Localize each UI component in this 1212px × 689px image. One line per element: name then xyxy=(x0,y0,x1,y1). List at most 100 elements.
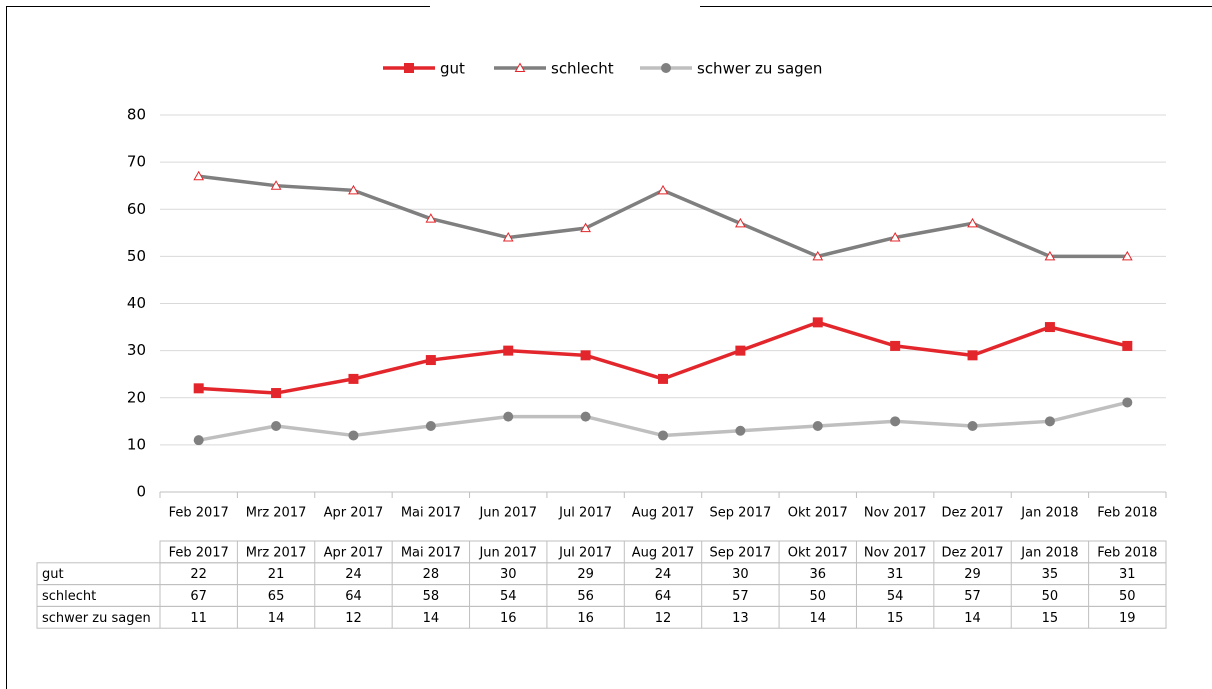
table-header: Mrz 2017 xyxy=(246,545,307,560)
table-cell: 50 xyxy=(1042,589,1059,604)
y-tick-label: 60 xyxy=(127,200,146,218)
marker xyxy=(580,350,591,361)
table-cell: 30 xyxy=(500,567,517,582)
legend-marker xyxy=(514,62,526,72)
table-cell: 12 xyxy=(345,611,362,626)
marker xyxy=(348,184,359,195)
table-cell: 21 xyxy=(268,567,285,582)
marker xyxy=(889,232,901,242)
marker xyxy=(967,421,978,432)
table-header: Nov 2017 xyxy=(864,545,927,560)
marker xyxy=(425,421,436,432)
table-row-label: schwer zu sagen xyxy=(42,611,151,626)
table-row-border xyxy=(36,605,1167,629)
legend-marker xyxy=(661,63,671,73)
table-row-label: schlecht xyxy=(42,589,96,604)
table-cell: 56 xyxy=(577,589,594,604)
marker xyxy=(1122,397,1133,408)
table-cell: 12 xyxy=(655,611,672,626)
table-cell: 16 xyxy=(500,611,517,626)
table-cell: 14 xyxy=(809,611,826,626)
marker xyxy=(425,355,436,366)
marker xyxy=(658,373,668,384)
y-tick-label: 80 xyxy=(127,106,146,124)
x-tick-label: Feb 2018 xyxy=(1097,506,1157,521)
table-cell: 57 xyxy=(732,589,749,604)
table-header: Jun 2017 xyxy=(478,545,537,560)
table-cell: 30 xyxy=(732,567,749,582)
table-cell: 31 xyxy=(887,567,904,582)
table-cell: 24 xyxy=(655,567,672,582)
table-cell: 11 xyxy=(190,611,207,626)
table-header: Okt 2017 xyxy=(788,545,848,560)
table-cell: 13 xyxy=(732,611,749,626)
table-cell: 67 xyxy=(190,589,207,604)
table-cell: 35 xyxy=(1042,567,1059,582)
x-tick-label: Feb 2017 xyxy=(169,506,229,521)
marker xyxy=(1121,250,1133,261)
x-tick-label: Aug 2017 xyxy=(632,506,695,521)
x-tick-label: Mai 2017 xyxy=(401,506,461,521)
marker xyxy=(502,232,514,242)
table-cell: 54 xyxy=(887,589,904,604)
table-header: Feb 2017 xyxy=(169,545,229,560)
table-cell: 31 xyxy=(1119,567,1136,582)
table-header: Feb 2018 xyxy=(1097,545,1157,560)
table-cell: 22 xyxy=(190,567,207,582)
table-cell: 14 xyxy=(268,611,285,626)
table-cell: 16 xyxy=(577,611,594,626)
marker xyxy=(271,421,282,432)
marker xyxy=(735,345,746,356)
marker xyxy=(658,430,668,441)
table-header: Dez 2017 xyxy=(942,545,1004,560)
marker xyxy=(580,222,591,233)
table-cell: 58 xyxy=(423,589,440,604)
table-cell: 15 xyxy=(887,611,904,626)
marker xyxy=(812,317,823,328)
marker xyxy=(1044,322,1055,333)
marker xyxy=(1044,416,1055,427)
x-tick-label: Sep 2017 xyxy=(710,506,772,521)
x-tick-label: Apr 2017 xyxy=(324,506,384,521)
table-cell: 64 xyxy=(345,589,362,604)
marker xyxy=(890,416,901,427)
table-cell: 57 xyxy=(964,589,981,604)
x-tick-label: Jan 2018 xyxy=(1020,506,1078,521)
table-cell: 50 xyxy=(809,589,826,604)
marker xyxy=(193,435,204,446)
frame xyxy=(6,6,1212,689)
marker xyxy=(193,170,205,181)
table-cell: 36 xyxy=(809,567,826,582)
table-cell: 29 xyxy=(577,567,594,582)
y-tick-label: 10 xyxy=(127,435,146,453)
marker xyxy=(1122,340,1133,351)
table-cell: 28 xyxy=(423,567,440,582)
table-cell: 15 xyxy=(1042,611,1059,626)
table-header: Jul 2017 xyxy=(558,545,612,560)
x-tick-label: Dez 2017 xyxy=(942,506,1004,521)
table-cell: 29 xyxy=(964,567,981,582)
marker xyxy=(503,411,514,422)
y-tick-label: 20 xyxy=(127,388,146,406)
marker xyxy=(735,425,746,436)
table-cell: 50 xyxy=(1119,589,1136,604)
table-cell: 64 xyxy=(655,589,672,604)
marker xyxy=(348,430,359,441)
marker xyxy=(812,421,823,432)
legend-label: schlecht xyxy=(551,60,614,78)
marker xyxy=(1044,250,1056,261)
x-tick-label: Jul 2017 xyxy=(558,506,612,521)
x-tick-label: Okt 2017 xyxy=(788,506,848,521)
x-tick-label: Nov 2017 xyxy=(864,506,927,521)
marker xyxy=(348,373,359,384)
y-tick-label: 70 xyxy=(127,153,146,171)
table-header: Jan 2018 xyxy=(1020,545,1078,560)
marker xyxy=(890,340,901,351)
marker xyxy=(967,350,978,361)
marker xyxy=(425,213,437,223)
y-tick-label: 30 xyxy=(127,341,146,359)
table-header: Mai 2017 xyxy=(401,545,461,560)
marker xyxy=(503,345,514,356)
marker xyxy=(193,383,204,394)
